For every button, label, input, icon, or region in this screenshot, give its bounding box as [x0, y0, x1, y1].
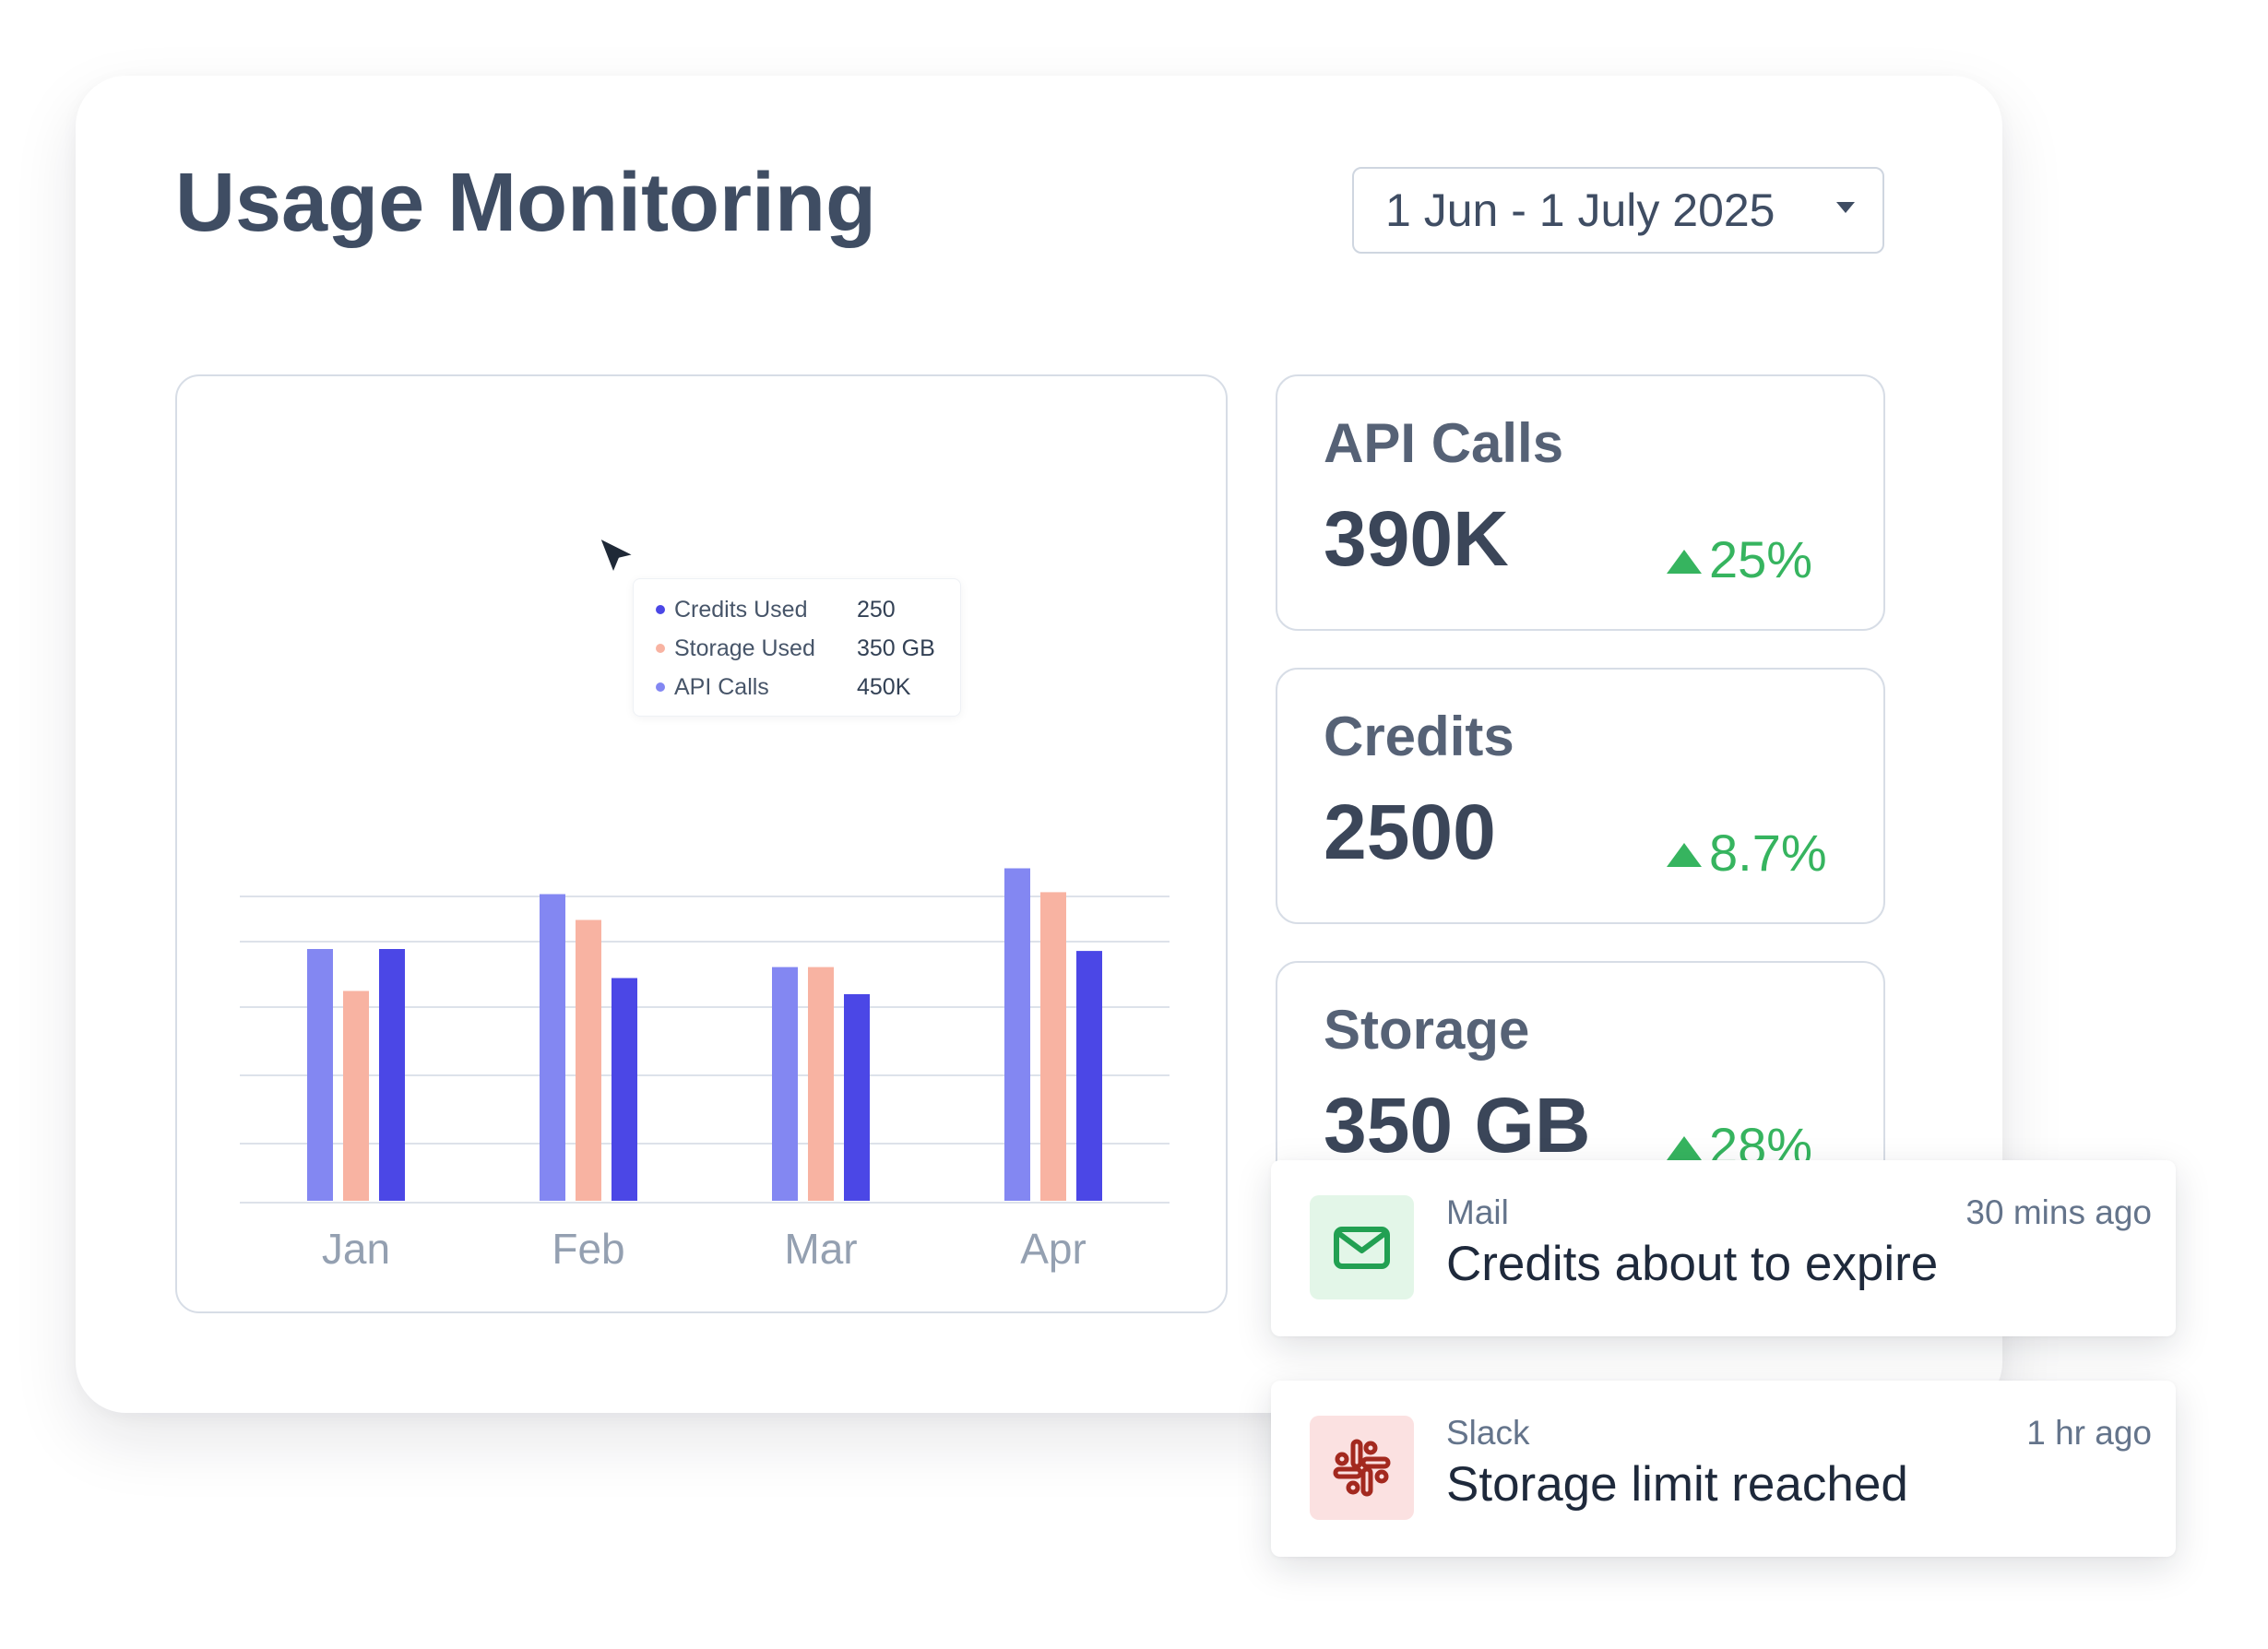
mail-icon: [1310, 1195, 1414, 1299]
usage-bar-chart: Jan Feb Mar Apr: [240, 868, 1170, 1273]
tooltip-label: Storage Used: [674, 635, 815, 661]
notification-app: Slack: [1446, 1414, 1530, 1452]
tooltip-row-credits: Credits Used 250: [634, 591, 960, 628]
bar-credits-used-mar: [844, 994, 870, 1201]
tooltip-value: 350 GB: [857, 635, 935, 661]
triangle-up-icon: [1667, 1136, 1702, 1160]
stat-value: 390K: [1324, 495, 1509, 582]
notification-message: Credits about to expire: [1446, 1237, 1939, 1291]
cursor-icon: [597, 535, 637, 576]
tooltip-value: 450K: [857, 674, 911, 700]
x-tick-label: Feb: [552, 1225, 624, 1273]
x-tick-label: Jan: [322, 1225, 390, 1273]
stat-label: Credits: [1324, 706, 1514, 767]
notification-message: Storage limit reached: [1446, 1457, 1908, 1512]
stat-change-value: 25%: [1709, 530, 1813, 588]
bar-storage-used-apr: [1040, 892, 1066, 1201]
bar-storage-used-feb: [576, 919, 601, 1201]
storage-dot: [656, 644, 665, 653]
bar-api-calls-feb: [540, 894, 565, 1201]
tooltip-label: API Calls: [674, 674, 769, 700]
triangle-up-icon: [1667, 843, 1702, 867]
stat-label: Storage: [1324, 999, 1530, 1061]
bar-storage-used-mar: [808, 967, 834, 1201]
bar-credits-used-jan: [379, 949, 405, 1201]
slack-icon: [1310, 1416, 1414, 1520]
stat-change: 25%: [1667, 529, 1812, 589]
notification-app: Mail: [1446, 1193, 1509, 1231]
stat-card-credits[interactable]: Credits 2500 8.7%: [1276, 668, 1885, 924]
notification-slack[interactable]: Slack 1 hr ago Storage limit reached: [1271, 1381, 2176, 1557]
credits-dot: [656, 605, 665, 614]
api-calls-dot: [656, 682, 665, 692]
stat-label: API Calls: [1324, 412, 1564, 474]
bar-credits-used-feb: [612, 978, 637, 1201]
stat-change: 8.7%: [1667, 823, 1827, 883]
tooltip-value: 250: [857, 597, 896, 623]
tooltip-row-storage: Storage Used 350 GB: [634, 630, 960, 667]
x-tick-label: Mar: [784, 1225, 857, 1273]
date-range-value: 1 Jun - 1 July 2025: [1385, 184, 1775, 236]
triangle-up-icon: [1667, 550, 1702, 574]
page-title: Usage Monitoring: [175, 157, 876, 249]
bar-storage-used-jan: [343, 991, 369, 1201]
notification-time: 1 hr ago: [2026, 1414, 2152, 1452]
date-range-select[interactable]: 1 Jun - 1 July 2025: [1352, 167, 1884, 254]
usage-chart: Jan Feb Mar Apr: [175, 374, 1228, 1313]
chevron-down-icon: [1836, 202, 1855, 213]
bar-credits-used-apr: [1076, 951, 1102, 1201]
notification-mail[interactable]: Mail 30 mins ago Credits about to expire: [1271, 1160, 2176, 1336]
tooltip-row-api-calls: API Calls 450K: [634, 669, 960, 706]
notification-time: 30 mins ago: [1965, 1193, 2152, 1231]
bar-api-calls-apr: [1004, 868, 1030, 1201]
bar-api-calls-jan: [307, 949, 333, 1201]
stat-change-value: 8.7%: [1709, 824, 1827, 882]
chart-tooltip: Credits Used 250 Storage Used 350 GB API…: [633, 578, 961, 717]
stat-value: 2500: [1324, 789, 1496, 875]
bar-api-calls-mar: [772, 967, 798, 1201]
tooltip-label: Credits Used: [674, 597, 808, 623]
stat-value: 350 GB: [1324, 1082, 1591, 1169]
x-tick-label: Apr: [1020, 1225, 1087, 1273]
stat-card-api-calls[interactable]: API Calls 390K 25%: [1276, 374, 1885, 631]
